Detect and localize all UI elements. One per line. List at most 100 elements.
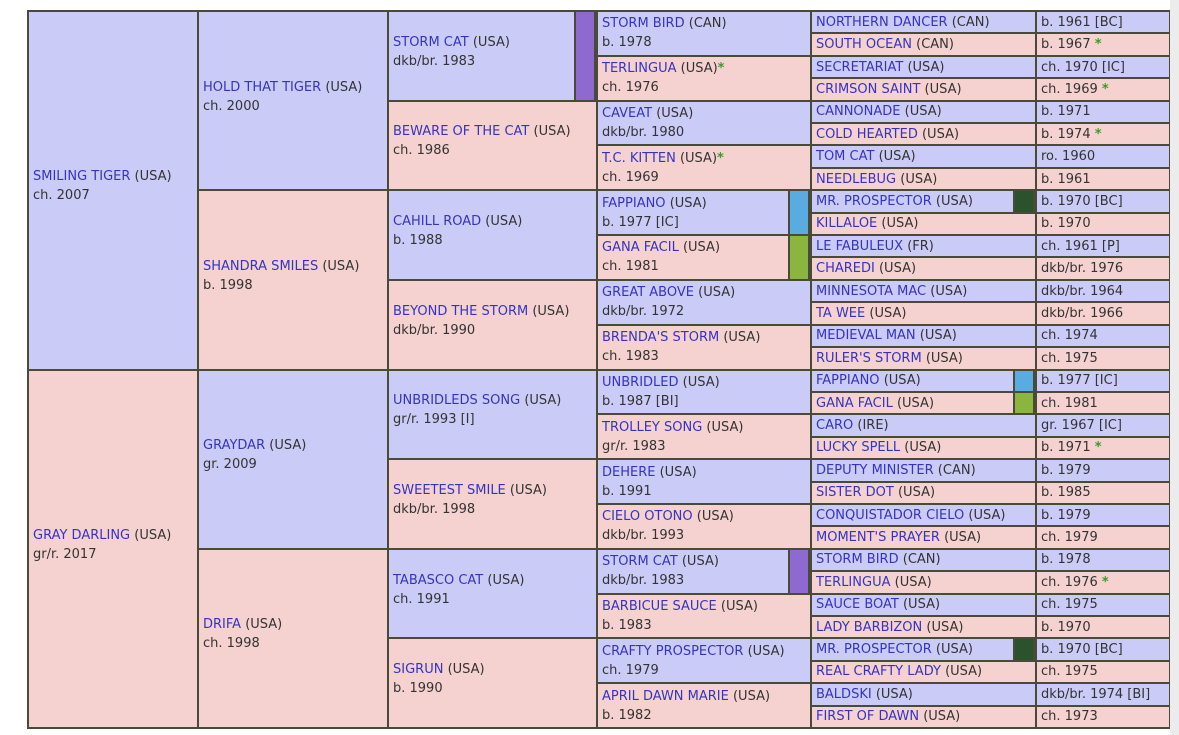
- horse-country: (USA): [682, 374, 720, 390]
- horse-name-link[interactable]: GRAYDAR: [203, 438, 266, 454]
- horse-name-link[interactable]: FAPPIANO: [816, 373, 880, 389]
- horse-name-link[interactable]: LADY BARBIZON: [816, 619, 923, 635]
- horse-name-link[interactable]: BEYOND THE STORM: [393, 303, 529, 319]
- horse-name-link[interactable]: TROLLEY SONG: [602, 419, 703, 435]
- horse-name-link[interactable]: STORM CAT: [602, 554, 678, 570]
- horse-name-link[interactable]: SOUTH OCEAN: [816, 37, 912, 53]
- horse-name-link[interactable]: MR. PROSPECTOR: [816, 193, 932, 209]
- horse-name-link[interactable]: GANA FACIL: [816, 395, 893, 411]
- horse-name-link[interactable]: CRAFTY PROSPECTOR: [602, 643, 744, 659]
- horse-name-link[interactable]: FIRST OF DAWN: [816, 709, 920, 725]
- horse-name-link[interactable]: TERLINGUA: [816, 574, 891, 590]
- horse-name-link[interactable]: SWEETEST SMILE: [393, 482, 506, 498]
- horse-name-link[interactable]: SECRETARIAT: [816, 59, 904, 75]
- horse-name-link[interactable]: GANA FACIL: [602, 240, 679, 256]
- star-marker: *: [1094, 37, 1102, 53]
- horse-name-link[interactable]: FAPPIANO: [602, 195, 666, 211]
- horse-name-link[interactable]: MR. PROSPECTOR: [816, 642, 932, 658]
- horse-details-text: dkb/br. 1990: [393, 322, 476, 338]
- horse-name-link[interactable]: STORM CAT: [393, 34, 469, 50]
- horse-name-link[interactable]: HOLD THAT TIGER: [203, 79, 322, 95]
- horse-country: (USA): [907, 59, 945, 75]
- horse-details: b. 1990: [393, 679, 592, 698]
- horse-details: b. 1978: [1041, 551, 1165, 568]
- horse-name-link[interactable]: CIELO OTONO: [602, 509, 693, 525]
- horse-name-link[interactable]: CAHILL ROAD: [393, 214, 482, 230]
- horse-name-link[interactable]: SIGRUN: [393, 662, 444, 678]
- horse-name-link[interactable]: BALDSKI: [816, 686, 872, 702]
- horse-details: dkb/br. 1990: [393, 321, 592, 340]
- horse-name-link[interactable]: MOMENT'S PRAYER: [816, 530, 940, 546]
- horse-name-line: MEDIEVAL MAN (USA): [816, 327, 1031, 344]
- horse-name-line: BEWARE OF THE CAT (USA): [393, 122, 592, 141]
- horse-name-link[interactable]: SAUCE BOAT: [816, 597, 899, 613]
- scrollbar[interactable]: [1170, 0, 1179, 735]
- horse-details: ch. 1998: [203, 634, 383, 653]
- horse-name-link[interactable]: LE FABULEUX: [816, 238, 904, 254]
- horse-name-line: TERLINGUA (USA): [816, 574, 1031, 591]
- horse-name-link[interactable]: CAVEAT: [602, 106, 653, 122]
- horse-cell-gen5: NORTHERN DANCER (CAN): [810, 10, 1037, 35]
- horse-country: (USA): [723, 330, 761, 346]
- horse-name-line: STORM BIRD (CAN): [602, 14, 806, 33]
- horse-details: b. 1967 *: [1041, 36, 1165, 53]
- horse-cell-gen5: SECRETARIAT (USA): [810, 54, 1037, 80]
- horse-cell-gen3: BEYOND THE STORM (USA) dkb/br. 1990: [387, 278, 598, 371]
- horse-details: b. 1979: [1041, 507, 1165, 524]
- horse-name-link[interactable]: UNBRIDLEDS SONG: [393, 393, 521, 409]
- horse-country: (USA): [509, 482, 547, 498]
- horse-name-link[interactable]: REAL CRAFTY LADY: [816, 664, 941, 680]
- horse-cell-gen4: STORM BIRD (CAN) b. 1978: [596, 10, 812, 57]
- horse-name-link[interactable]: BEWARE OF THE CAT: [393, 124, 530, 140]
- horse-name-link[interactable]: NEEDLEBUG: [816, 171, 897, 187]
- horse-details-cell: b. 1961: [1035, 166, 1171, 192]
- horse-details: ch. 1975: [1041, 663, 1165, 680]
- horse-details-text: b. 1978: [1041, 552, 1091, 568]
- horse-name-link[interactable]: GRAY DARLING: [33, 527, 131, 543]
- horse-details-text: gr. 1967 [IC]: [1041, 418, 1122, 434]
- horse-name-link[interactable]: CANNONADE: [816, 104, 901, 120]
- horse-name-link[interactable]: TA WEE: [816, 305, 866, 321]
- horse-name-link[interactable]: DRIFA: [203, 617, 242, 633]
- horse-name-link[interactable]: MEDIEVAL MAN: [816, 328, 916, 344]
- horse-name-link[interactable]: LUCKY SPELL: [816, 440, 901, 456]
- horse-name-link[interactable]: NORTHERN DANCER: [816, 14, 948, 30]
- horse-name-link[interactable]: TERLINGUA: [602, 61, 677, 77]
- horse-name-link[interactable]: CHAREDI: [816, 261, 875, 277]
- horse-name-link[interactable]: SMILING TIGER: [33, 169, 131, 185]
- horse-details-text: b. 1977 [IC]: [1041, 373, 1118, 389]
- horse-name-link[interactable]: APRIL DAWN MARIE: [602, 688, 729, 704]
- horse-name-link[interactable]: CARO: [816, 418, 854, 434]
- horse-name-link[interactable]: CRIMSON SAINT: [816, 81, 921, 97]
- horse-cell-gen3: TABASCO CAT (USA) ch. 1991: [387, 547, 598, 640]
- horse-name-link[interactable]: GREAT ABOVE: [602, 285, 694, 301]
- horse-name-link[interactable]: SISTER DOT: [816, 485, 894, 501]
- horse-cell-gen2: HOLD THAT TIGER (USA) ch. 2000: [197, 10, 389, 192]
- horse-name-link[interactable]: KILLALOE: [816, 216, 878, 232]
- horse-name-link[interactable]: MINNESOTA MAC: [816, 283, 927, 299]
- horse-name-link[interactable]: BARBICUE SAUCE: [602, 598, 717, 614]
- horse-details: b. 1970 [BC]: [1041, 193, 1165, 210]
- horse-name-link[interactable]: BRENDA'S STORM: [602, 330, 720, 346]
- horse-name-link[interactable]: RULER'S STORM: [816, 350, 922, 366]
- horse-details-text: ch. 1969: [602, 169, 659, 185]
- horse-name-link[interactable]: DEHERE: [602, 464, 656, 480]
- horse-name-link[interactable]: DEPUTY MINISTER: [816, 462, 934, 478]
- horse-name-line: FAPPIANO (USA): [602, 194, 784, 213]
- horse-name-link[interactable]: SHANDRA SMILES: [203, 258, 319, 274]
- horse-details-text: b. 1990: [393, 681, 443, 697]
- horse-name-link[interactable]: CONQUISTADOR CIELO: [816, 507, 965, 523]
- horse-name-link[interactable]: TOM CAT: [816, 149, 875, 165]
- horse-name-line: SOUTH OCEAN (CAN): [816, 36, 1031, 53]
- horse-details: ch. 1975: [1041, 350, 1165, 367]
- horse-details: ch. 2007: [33, 186, 193, 205]
- horse-name-link[interactable]: COLD HEARTED: [816, 126, 918, 142]
- horse-name-link[interactable]: UNBRIDLED: [602, 374, 679, 390]
- horse-name-link[interactable]: STORM BIRD: [816, 552, 899, 568]
- horse-name-link[interactable]: T.C. KITTEN: [602, 150, 676, 166]
- star-marker: *: [1101, 81, 1109, 97]
- horse-name-link[interactable]: STORM BIRD: [602, 16, 685, 32]
- horse-name-link[interactable]: TABASCO CAT: [393, 572, 484, 588]
- horse-details: ch. 1969 *: [1041, 81, 1165, 98]
- horse-details-text: ch. 1991: [393, 591, 450, 607]
